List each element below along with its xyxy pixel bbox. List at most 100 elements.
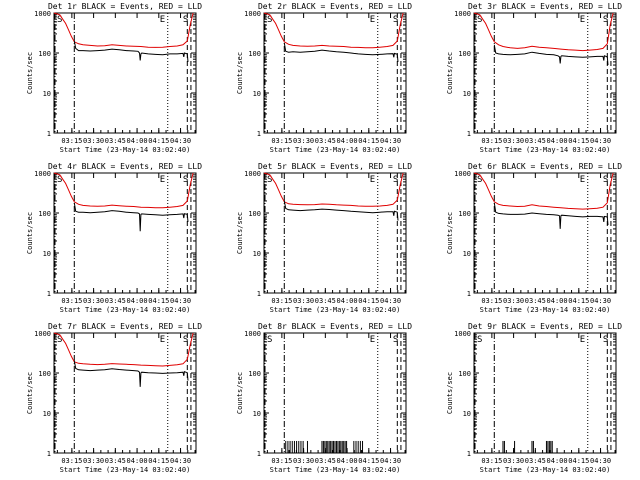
x-tick-label: 04:00	[127, 297, 148, 305]
x-tick-label: 04:00	[337, 457, 358, 465]
series-events	[283, 42, 399, 62]
x-tick-label: 03:30	[503, 457, 524, 465]
time-marker-label: S	[57, 175, 62, 185]
chart-panel-3: Det 3r BLACK = Events, RED = LLD 1 10 100 10…	[446, 2, 622, 154]
y-axis-label: Counts/sec	[446, 372, 454, 414]
plot-frame	[263, 332, 407, 454]
series-lld	[473, 172, 614, 210]
x-tick-label: 04:15	[148, 137, 169, 145]
x-tick-label: 03:45	[315, 457, 336, 465]
x-tick-label: 03:45	[105, 297, 126, 305]
y-tick-label: 1	[467, 290, 471, 298]
x-axis-label: Start Time (23-May-14 03:02:40)	[480, 146, 611, 154]
time-marker-label: S	[477, 15, 482, 25]
chart-title: Det 3r BLACK = Events, RED = LLD	[468, 2, 622, 11]
x-axis-label: Start Time (23-May-14 03:02:40)	[270, 306, 401, 314]
chart-title: Det 2r BLACK = Events, RED = LLD	[258, 2, 412, 11]
x-axis-label: Start Time (23-May-14 03:02:40)	[480, 306, 611, 314]
chart-title: Det 5r BLACK = Events, RED = LLD	[258, 162, 412, 171]
time-marker-label: S	[267, 335, 272, 345]
y-tick-label: 100	[248, 210, 261, 218]
chart-panel-1: Det 1r BLACK = Events, RED = LLD 1 10 100 10…	[26, 2, 202, 154]
x-axis-label: Start Time (23-May-14 03:02:40)	[270, 466, 401, 474]
time-marker-label: S	[57, 15, 62, 25]
y-tick-label: 1000	[244, 10, 261, 18]
x-tick-label: 04:30	[170, 137, 191, 145]
time-marker-label: S	[477, 175, 482, 185]
x-tick-label: 04:00	[127, 137, 148, 145]
chart-panel-5: Det 5r BLACK = Events, RED = LLD 1 10 100 10…	[236, 162, 412, 314]
time-marker-label: S	[477, 335, 482, 345]
x-tick-label: 04:15	[568, 137, 589, 145]
y-tick-label: 1000	[454, 10, 471, 18]
time-marker-label: E	[370, 15, 375, 25]
y-axis-label: Counts/sec	[26, 52, 34, 94]
y-axis-label: Counts/sec	[446, 212, 454, 254]
plot-frame	[53, 172, 197, 294]
x-axis-label: Start Time (23-May-14 03:02:40)	[60, 306, 191, 314]
x-tick-label: 03:45	[315, 137, 336, 145]
y-tick-label: 100	[458, 50, 471, 58]
plot-frame	[263, 12, 407, 134]
time-marker-label: S	[183, 335, 188, 345]
time-marker-label: E	[160, 175, 165, 185]
series-lld	[53, 172, 194, 209]
y-tick-label: 10	[43, 250, 51, 258]
x-tick-label: 03:30	[83, 297, 104, 305]
x-tick-label: 03:15	[61, 457, 82, 465]
x-tick-label: 03:30	[83, 137, 104, 145]
x-tick-label: 04:30	[380, 137, 401, 145]
time-marker-label: S	[393, 175, 398, 185]
x-tick-label: 04:00	[547, 137, 568, 145]
x-tick-label: 03:45	[525, 137, 546, 145]
x-tick-label: 03:45	[315, 297, 336, 305]
y-tick-label: 1000	[454, 170, 471, 178]
series-lld	[263, 172, 404, 207]
x-tick-label: 04:00	[127, 457, 148, 465]
y-tick-label: 10	[253, 250, 261, 258]
time-marker-label: E	[160, 15, 165, 25]
x-tick-label: 04:15	[568, 457, 589, 465]
y-tick-label: 1000	[34, 10, 51, 18]
time-marker-label: S	[603, 175, 608, 185]
time-marker-label: E	[580, 15, 585, 25]
series-lld	[53, 12, 194, 48]
time-marker-label: E	[580, 175, 585, 185]
y-tick-label: 1	[257, 290, 261, 298]
plot-frame	[53, 332, 197, 454]
x-tick-label: 03:45	[525, 457, 546, 465]
y-axis-label: Counts/sec	[446, 52, 454, 94]
time-marker-label: E	[580, 335, 585, 345]
y-tick-label: 1	[47, 130, 51, 138]
x-tick-label: 04:30	[380, 297, 401, 305]
x-tick-label: 04:00	[337, 137, 358, 145]
chart-panel-2: Det 2r BLACK = Events, RED = LLD 1 10 100 10…	[236, 2, 412, 154]
y-tick-label: 100	[38, 50, 51, 58]
series-events	[493, 202, 609, 229]
y-tick-label: 10	[43, 90, 51, 98]
y-tick-label: 1000	[34, 170, 51, 178]
series-events	[73, 360, 189, 387]
y-tick-label: 1	[47, 450, 51, 458]
series-lld	[473, 12, 614, 52]
y-tick-label: 1000	[244, 170, 261, 178]
x-tick-label: 04:15	[148, 297, 169, 305]
x-tick-label: 04:15	[358, 297, 379, 305]
plot-frame	[473, 332, 617, 454]
time-marker-label: S	[57, 335, 62, 345]
chart-title: Det 6r BLACK = Events, RED = LLD	[468, 162, 622, 171]
y-tick-label: 1	[47, 290, 51, 298]
y-tick-label: 1000	[34, 330, 51, 338]
series-events	[493, 44, 609, 66]
y-tick-label: 1	[257, 450, 261, 458]
series-events	[73, 40, 189, 62]
plot-frame	[263, 172, 407, 294]
y-tick-label: 10	[253, 90, 261, 98]
x-tick-label: 03:15	[61, 297, 82, 305]
x-tick-label: 03:15	[61, 137, 82, 145]
y-tick-label: 100	[38, 370, 51, 378]
y-tick-label: 100	[458, 210, 471, 218]
y-tick-label: 10	[463, 90, 471, 98]
x-tick-label: 03:45	[105, 457, 126, 465]
